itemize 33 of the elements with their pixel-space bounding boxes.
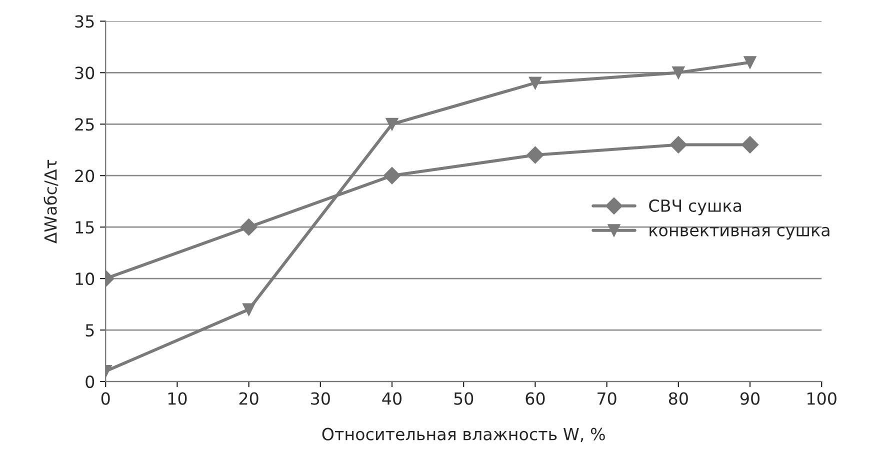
x-tick-label: 50 xyxy=(454,392,474,405)
point xyxy=(741,136,759,154)
x-axis-title: Относительная влажность W, % xyxy=(322,428,605,442)
legend-label: конвективная сушка xyxy=(650,226,830,240)
y-tick-label: 15 xyxy=(76,221,94,234)
point xyxy=(670,136,687,154)
y-axis-title: ΔWабс/Δτ xyxy=(44,160,58,244)
point xyxy=(528,76,542,90)
y-tick-label: 35 xyxy=(75,15,94,28)
x-tick-label: 70 xyxy=(598,392,616,405)
x-tick-label: 10 xyxy=(168,392,187,405)
x-tick-label: 0 xyxy=(101,392,110,405)
legend-label: СВЧ сушка xyxy=(649,199,742,216)
x-tick-label: 20 xyxy=(239,392,258,405)
y-tick-label: 20 xyxy=(75,170,94,182)
point xyxy=(240,218,258,236)
point xyxy=(383,167,401,184)
y-tick-label: 0 xyxy=(86,375,94,388)
point xyxy=(526,146,544,164)
x-tick-label: 80 xyxy=(668,392,688,405)
x-tick-label: 90 xyxy=(740,392,760,405)
y-tick-label: 5 xyxy=(86,324,94,337)
x-tick-label: 60 xyxy=(526,392,545,405)
y-tick-label: 10 xyxy=(76,272,94,286)
point xyxy=(672,66,685,79)
x-tick-label: 40 xyxy=(382,392,402,405)
point xyxy=(386,118,398,130)
point xyxy=(744,56,756,69)
y-tick-label: 25 xyxy=(75,118,94,131)
point xyxy=(242,303,256,316)
y-tick-label: 30 xyxy=(75,66,94,80)
x-tick-label: 100 xyxy=(808,392,836,405)
x-tick-label: 30 xyxy=(311,392,330,405)
